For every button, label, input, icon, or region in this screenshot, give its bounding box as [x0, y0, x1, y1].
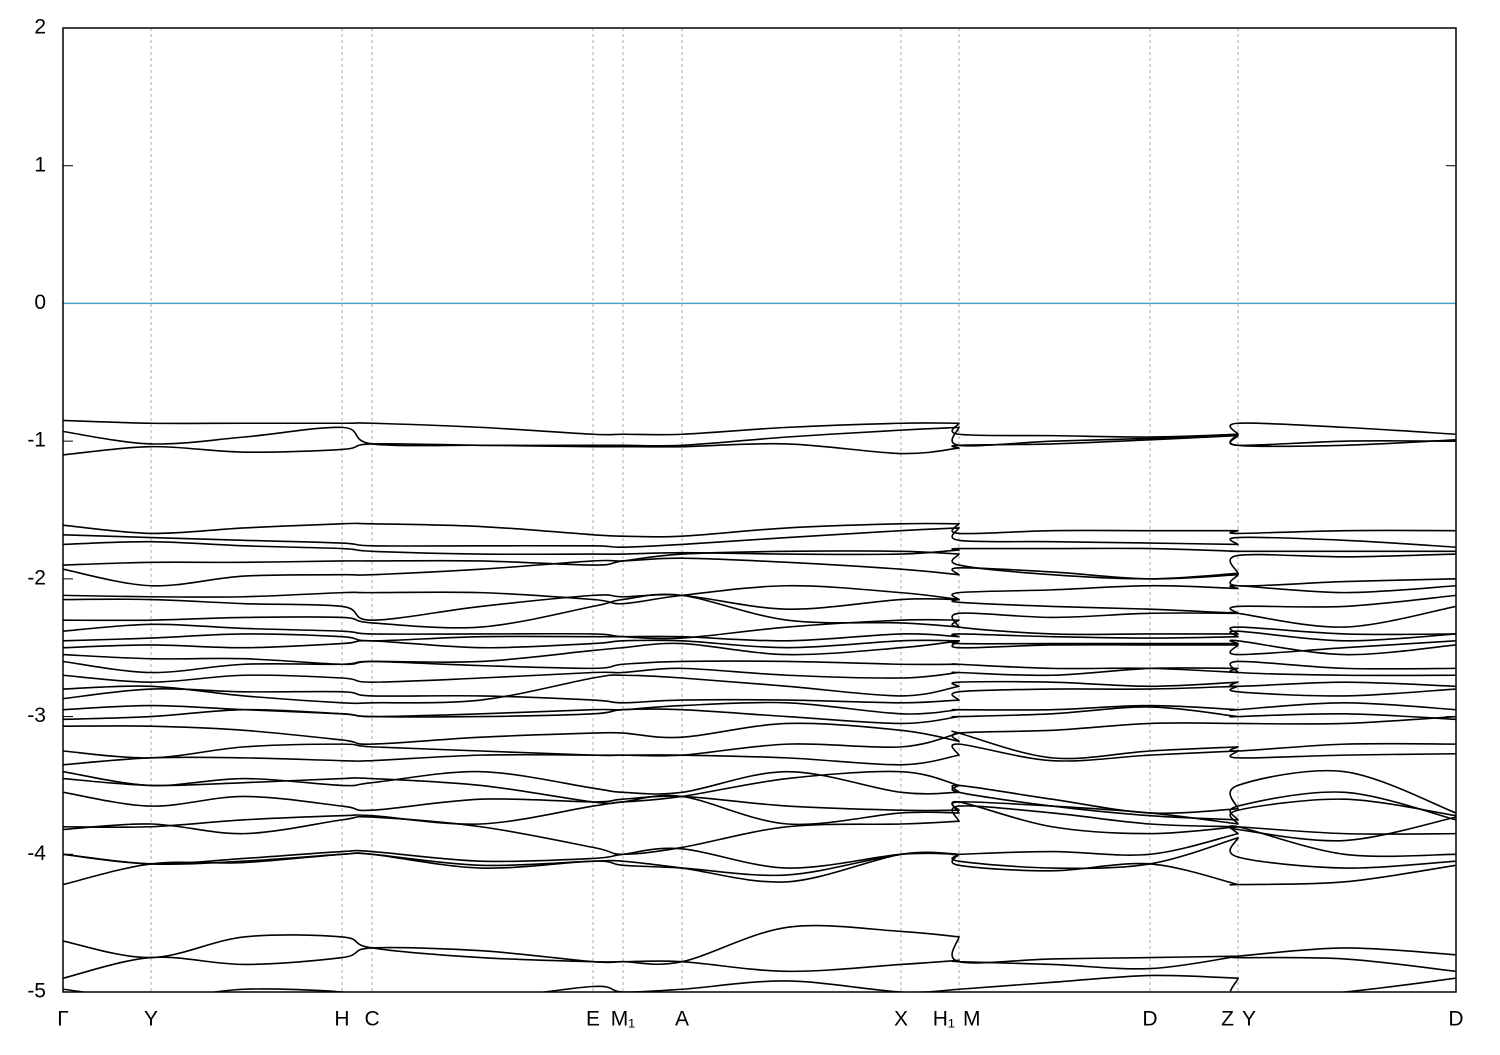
- x-tick-label: C: [365, 1008, 380, 1031]
- band-line: [63, 946, 1456, 980]
- x-tick-label: H₁: [933, 1008, 955, 1031]
- y-tick-label: 1: [34, 153, 46, 176]
- x-tick-label: A: [675, 1008, 689, 1031]
- x-tick-label: E: [586, 1008, 600, 1031]
- band-line: [63, 584, 1456, 605]
- band-line: [63, 743, 1456, 766]
- y-tick-label: -1: [27, 429, 46, 452]
- band-line: [63, 527, 1456, 548]
- band-line: [63, 667, 1456, 683]
- band-line: [63, 974, 1456, 992]
- band-line: [63, 685, 1456, 704]
- band-line: [63, 522, 1456, 538]
- band-line: [63, 550, 1456, 580]
- x-tick-label: H: [334, 1008, 349, 1031]
- band-line: [63, 770, 1456, 821]
- x-tick-label: Y: [144, 1008, 158, 1031]
- band-line: [63, 706, 1456, 725]
- x-tick-label: M₁: [611, 1008, 636, 1031]
- x-tick-label: M: [963, 1008, 981, 1031]
- band-line: [63, 557, 1456, 587]
- x-tick-label: Γ: [57, 1008, 69, 1031]
- x-tick-label: Z: [1221, 1008, 1234, 1031]
- band-line: [63, 715, 1456, 745]
- y-tick-label: 0: [34, 291, 46, 314]
- x-tick-label: D: [1142, 1008, 1157, 1031]
- band-line: [63, 791, 1456, 825]
- y-tick-label: -2: [27, 566, 46, 589]
- band-line: [63, 730, 1456, 760]
- band-line: [63, 630, 1456, 642]
- plot-area: [63, 302, 1456, 992]
- plot-frame: [62, 27, 1457, 993]
- band-line: [63, 618, 1456, 640]
- y-tick-label: -5: [27, 980, 46, 1003]
- band-line: [63, 540, 1456, 556]
- band-line: [63, 674, 1456, 705]
- x-tick-label: X: [894, 1008, 908, 1031]
- y-tick-label: -4: [27, 842, 46, 865]
- band-line: [63, 851, 1456, 886]
- band-line: [63, 426, 1456, 448]
- band-line: [63, 593, 1456, 629]
- y-tick-label: -3: [27, 704, 46, 727]
- y-tick-label: 2: [34, 16, 46, 39]
- band-line: [63, 769, 1456, 815]
- band-line: [63, 639, 1456, 656]
- band-line: [63, 805, 1456, 856]
- x-tick-label: D: [1448, 1008, 1463, 1031]
- x-tick-label: Y: [1242, 1008, 1256, 1031]
- grid: [63, 27, 1456, 993]
- band-line: [63, 660, 1456, 674]
- band-line: [63, 825, 1456, 869]
- band-line: [63, 434, 1456, 456]
